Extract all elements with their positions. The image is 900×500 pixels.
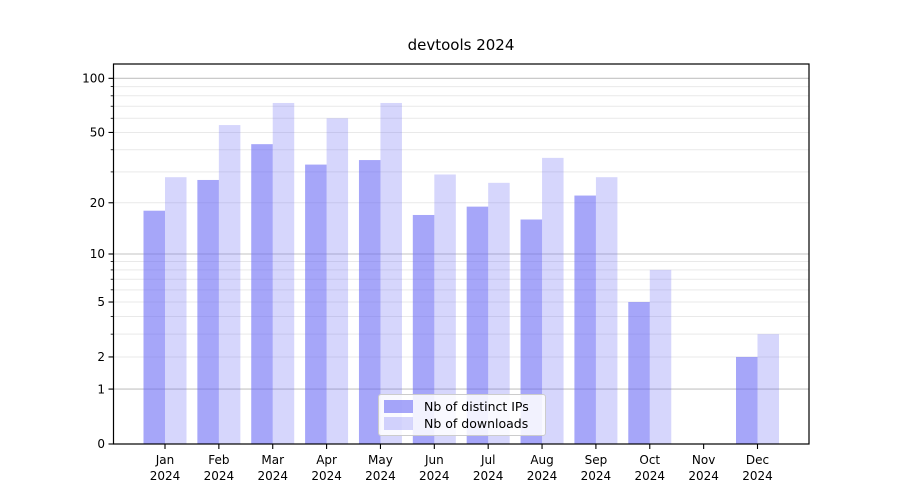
bar-downloads-dec xyxy=(757,334,779,444)
bar-distinct-ips-oct xyxy=(628,302,650,444)
bar-distinct-ips-may xyxy=(358,160,381,445)
x-tick-label-month: Feb xyxy=(208,453,229,467)
bar-distinct-ips-mar xyxy=(251,144,273,444)
bar-distinct-ips-jun xyxy=(412,214,435,444)
x-tick-label-month: Jun xyxy=(424,453,444,467)
x-tick-label-year: 2024 xyxy=(634,469,665,483)
bar-downloads-sep xyxy=(595,177,618,445)
x-tick-label-year: 2024 xyxy=(527,469,558,483)
bar-distinct-ips-aug xyxy=(520,219,543,444)
x-tick-label-year: 2024 xyxy=(473,469,504,483)
bar-downloads-jun xyxy=(434,174,456,444)
bar-distinct-ips-dec xyxy=(736,356,758,444)
bar-downloads-aug xyxy=(542,157,564,444)
x-tick-label-month: Mar xyxy=(261,453,284,467)
legend-item-distinct-ips: Nb of distinct IPs xyxy=(384,399,539,414)
legend-item-downloads: Nb of downloads xyxy=(384,416,539,431)
bar-downloads-apr xyxy=(326,118,349,444)
bar-downloads-feb xyxy=(218,125,241,444)
bar-downloads-oct xyxy=(649,269,672,444)
y-tick-label: 20 xyxy=(90,196,105,210)
x-tick-label-year: 2024 xyxy=(688,469,719,483)
y-tick-label: 2 xyxy=(97,350,105,364)
x-tick-label-year: 2024 xyxy=(742,469,773,483)
x-tick-label-month: Jul xyxy=(480,453,495,467)
bar-downloads-jul xyxy=(488,182,510,444)
legend: Nb of distinct IPs Nb of downloads xyxy=(378,394,546,436)
y-tick-label: 1 xyxy=(97,382,105,396)
bar-distinct-ips-apr xyxy=(305,164,327,444)
legend-label-downloads: Nb of downloads xyxy=(424,416,529,431)
x-tick-label-year: 2024 xyxy=(150,469,181,483)
legend-swatch-distinct-ips xyxy=(384,400,413,413)
x-tick-label-month: Jan xyxy=(155,453,175,467)
y-tick-label: 100 xyxy=(82,72,105,86)
x-tick-label-month: Apr xyxy=(316,453,337,467)
bar-distinct-ips-feb xyxy=(197,179,219,444)
bar-distinct-ips-sep xyxy=(574,195,596,444)
y-tick-label: 0 xyxy=(97,437,105,451)
bar-distinct-ips-jan xyxy=(143,210,165,444)
x-tick-label-year: 2024 xyxy=(419,469,450,483)
x-tick-label-year: 2024 xyxy=(365,469,396,483)
chart-title: devtools 2024 xyxy=(407,36,515,54)
bar-distinct-ips-jul xyxy=(466,206,489,444)
y-tick-label: 5 xyxy=(97,295,105,309)
legend-label-distinct-ips: Nb of distinct IPs xyxy=(424,399,529,414)
y-tick-label: 10 xyxy=(90,247,105,261)
x-tick-label-year: 2024 xyxy=(204,469,235,483)
x-tick-label-month: Aug xyxy=(530,453,553,467)
x-tick-label-year: 2024 xyxy=(311,469,342,483)
x-tick-label-month: May xyxy=(368,453,393,467)
x-tick-label-month: Nov xyxy=(692,453,715,467)
x-tick-label-year: 2024 xyxy=(581,469,612,483)
x-tick-label-month: Sep xyxy=(585,453,608,467)
x-tick-label-month: Oct xyxy=(639,453,660,467)
x-tick-label-month: Dec xyxy=(746,453,769,467)
y-tick-label: 50 xyxy=(90,126,105,140)
bar-downloads-may xyxy=(380,102,402,444)
x-tick-label-year: 2024 xyxy=(257,469,288,483)
bar-downloads-jan xyxy=(165,177,187,445)
legend-swatch-downloads xyxy=(384,417,413,430)
bar-downloads-mar xyxy=(272,102,295,444)
